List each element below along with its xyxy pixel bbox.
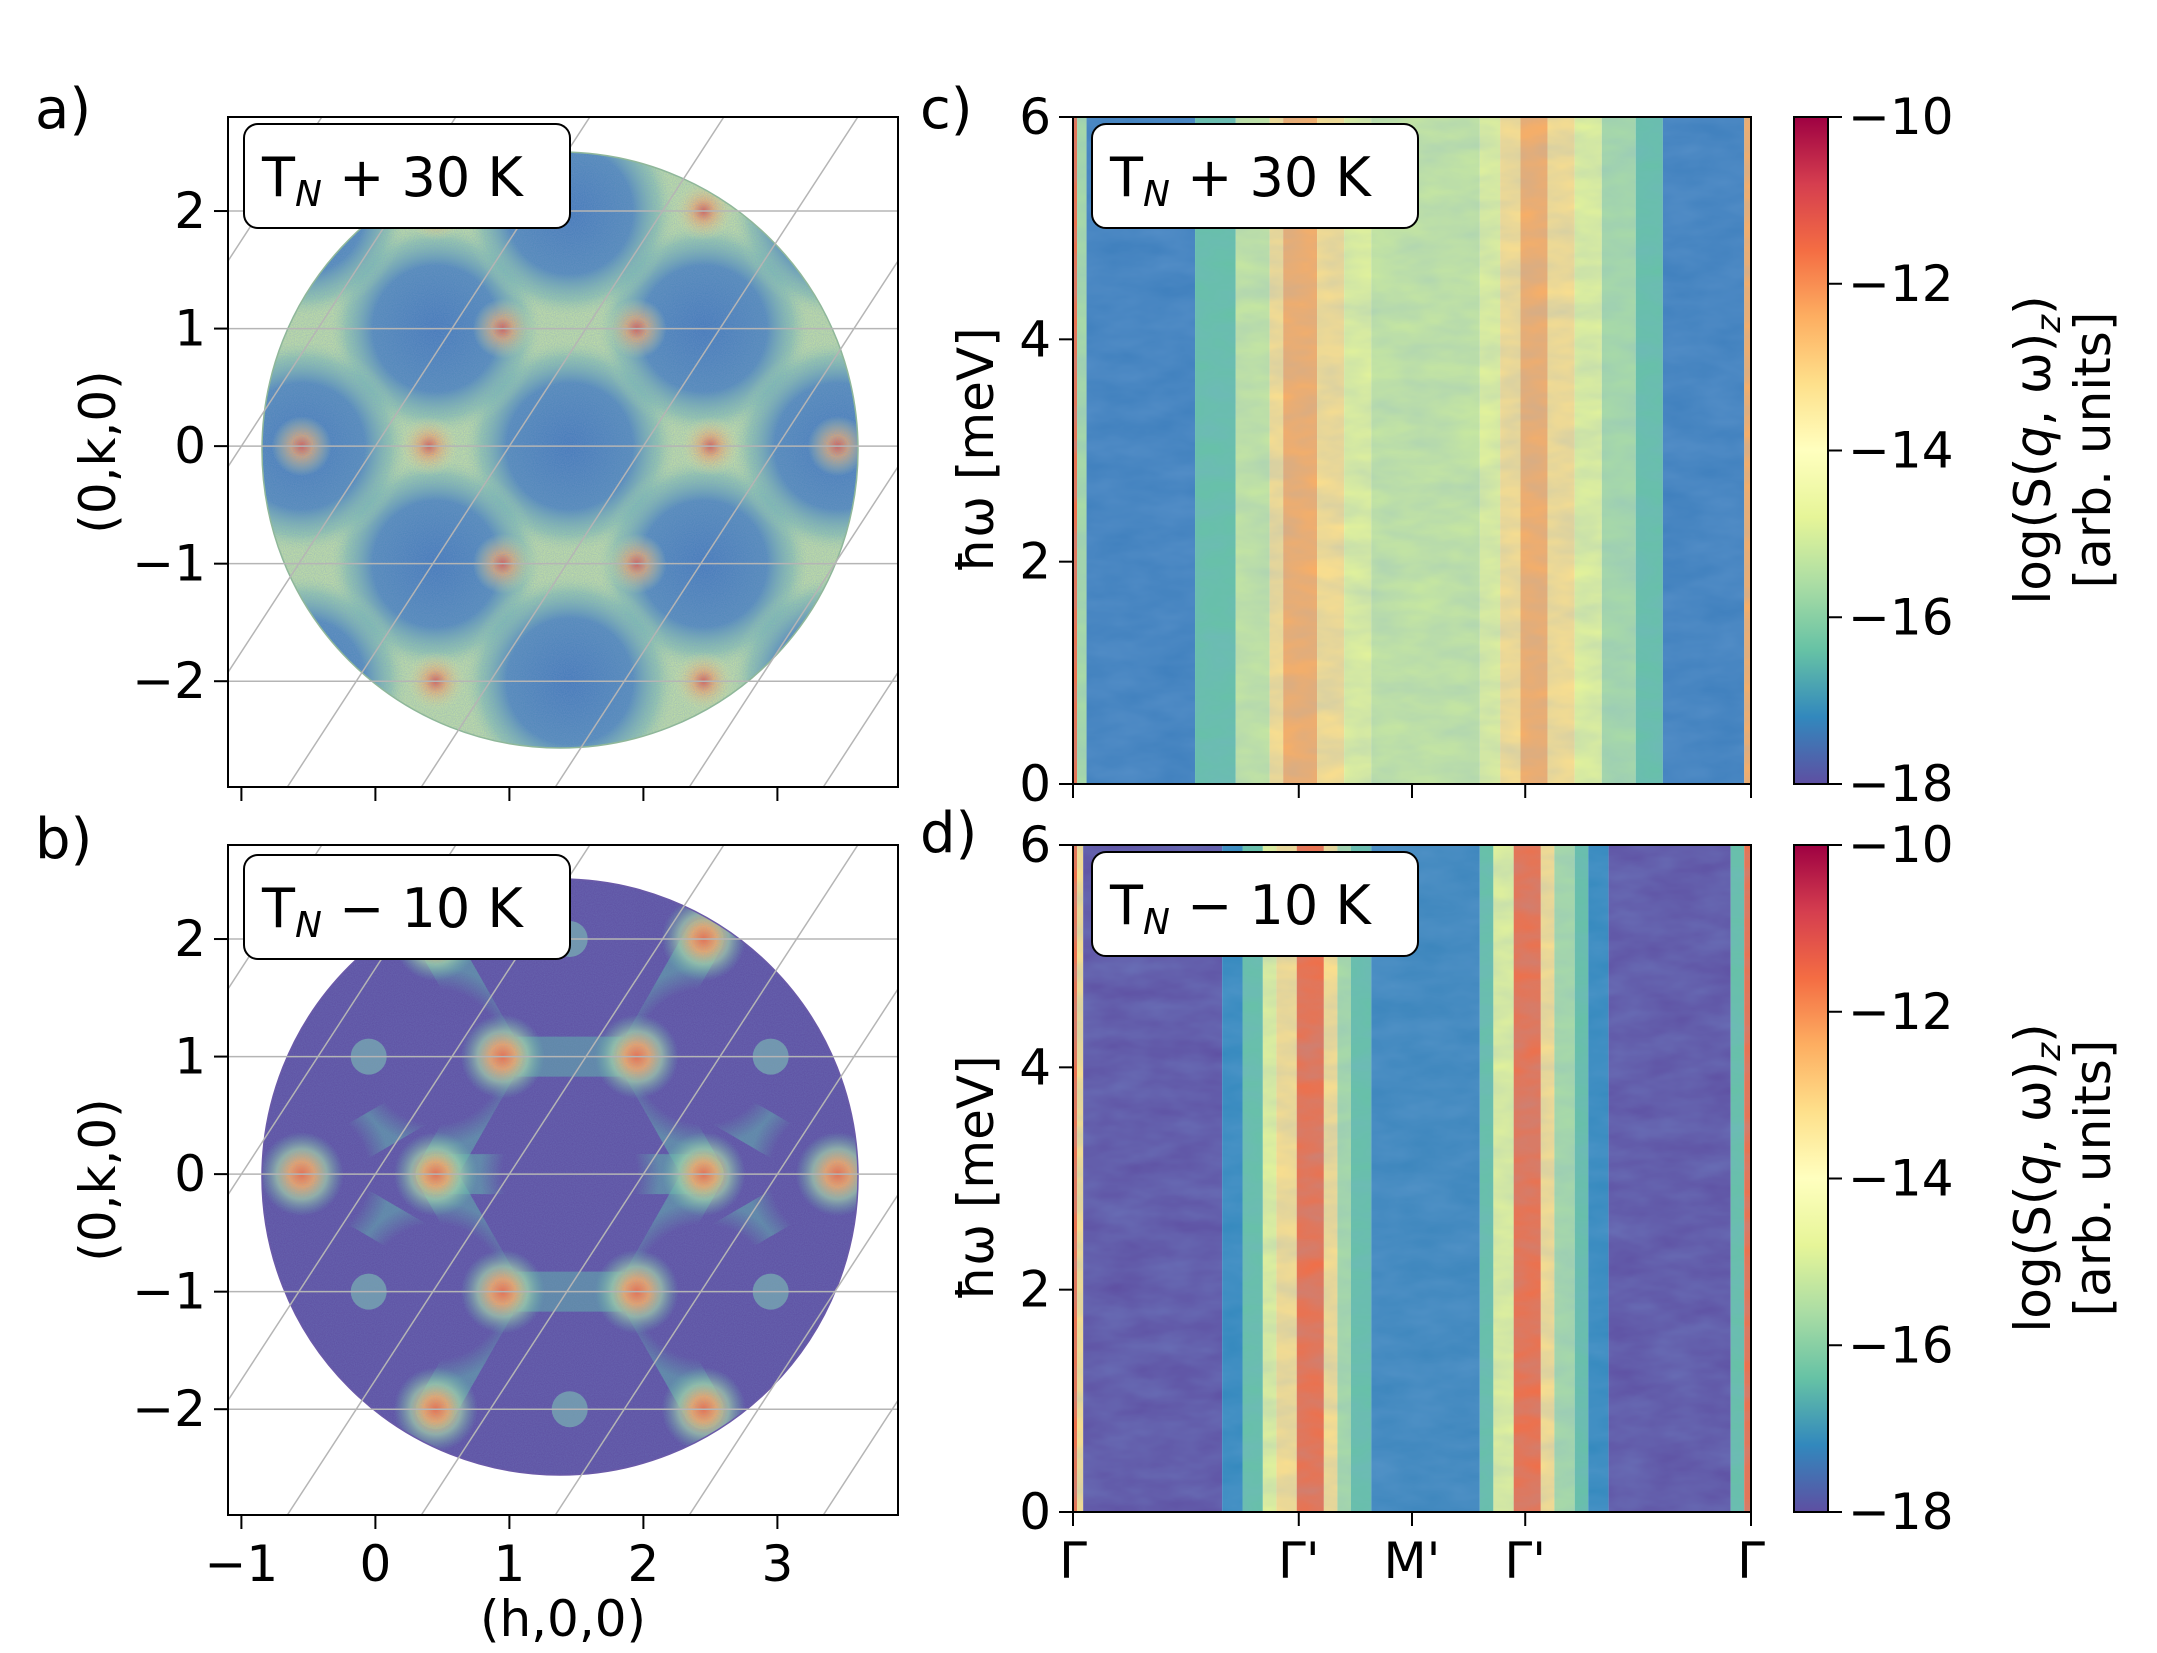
panel-b: b) −2 −1 0 1 2 −1 0 1 2 3 (0,k,0) (h,0,0) TN − 1… xyxy=(35,807,899,1648)
panel-d-y-axis-title: ħω [meV] xyxy=(947,1055,1005,1300)
colorbar-bottom-gradient xyxy=(1793,844,1829,1513)
panel-a-annotation-box xyxy=(243,123,571,229)
panel-c-y-ticks: 0 2 4 6 xyxy=(1019,88,1073,813)
grid-oblique-9 xyxy=(554,259,898,787)
x-tick-label-1: 0 xyxy=(359,1535,391,1593)
y-tick-label-1: −1 xyxy=(132,1263,206,1321)
y-tick-label-1: 2 xyxy=(1019,1261,1051,1319)
colorbar-tick-label-4: −18 xyxy=(1848,1483,1954,1541)
colorbar-tick-label-3: −16 xyxy=(1848,1316,1954,1374)
grid-oblique-8 xyxy=(420,845,859,1515)
x-tick-label-4: Γ xyxy=(1737,1532,1765,1590)
y-tick-label-2: 4 xyxy=(1019,310,1051,368)
y-tick-label-2: 0 xyxy=(174,417,206,475)
y-tick-label-4: 2 xyxy=(174,910,206,968)
y-tick-label-4: 2 xyxy=(174,182,206,240)
colorbar-top-gradient xyxy=(1793,116,1829,785)
panel-d-annotation: TN − 10 K xyxy=(1091,851,1419,957)
colorbar-top-title-line2: [arb. units] xyxy=(2064,312,2122,589)
y-tick-label-3: 1 xyxy=(174,1028,206,1086)
x-tick-label-3: 2 xyxy=(627,1535,659,1593)
y-tick-label-2: 0 xyxy=(174,1145,206,1203)
x-tick-label-2: M' xyxy=(1384,1532,1441,1590)
x-tick-label-2: 1 xyxy=(493,1535,525,1593)
panel-d-annotation-text: TN − 10 K xyxy=(1109,874,1372,943)
colorbar-tick-label-2: −14 xyxy=(1848,1150,1954,1208)
panel-c: c) 0 2 4 6 ħω [meV] TN + 30 K xyxy=(920,77,1752,813)
x-tick-label-0: −1 xyxy=(205,1535,279,1593)
panel-c-label: c) xyxy=(920,77,973,142)
y-tick-label-0: −2 xyxy=(132,1380,206,1438)
grid-oblique-10 xyxy=(688,465,898,787)
colorbar-top-ticks: −10 −12 −14 −16 −18 xyxy=(1828,88,1954,813)
panel-b-y-ticks: −2 −1 0 1 2 xyxy=(132,910,228,1438)
panel-d-x-ticks: Γ Γ' M' Γ' Γ xyxy=(1059,1512,1765,1590)
panel-b-x-axis-title: (h,0,0) xyxy=(480,1590,646,1648)
grid-oblique-7 xyxy=(286,117,725,787)
y-tick-label-1: 2 xyxy=(1019,533,1051,591)
colorbar-bottom-title: log(S(q, ω)z) [arb. units] xyxy=(2004,1023,2122,1332)
colorbar-top-title: log(S(q, ω)z) [arb. units] xyxy=(2004,295,2122,604)
colorbar-tick-label-1: −12 xyxy=(1848,983,1954,1041)
y-tick-label-2: 4 xyxy=(1019,1038,1051,1096)
panel-d-y-ticks: 0 2 4 6 xyxy=(1019,816,1073,1541)
panel-a-y-axis-title: (0,k,0) xyxy=(69,370,127,533)
y-tick-label-0: −2 xyxy=(132,652,206,710)
grid-oblique-11 xyxy=(822,1399,898,1515)
colorbar-tick-label-4: −18 xyxy=(1848,755,1954,813)
colorbar-top-title-line1: log(S(q, ω)z) xyxy=(2004,295,2069,604)
grid-oblique-9 xyxy=(554,987,898,1515)
panel-a-annotation: TN + 30 K xyxy=(243,123,571,229)
y-tick-label-0: 0 xyxy=(1019,755,1051,813)
panel-c-annotation-text: TN + 30 K xyxy=(1109,146,1372,215)
y-tick-label-3: 6 xyxy=(1019,88,1051,146)
colorbar-tick-label-0: −10 xyxy=(1848,816,1954,874)
panel-c-annotation-box xyxy=(1091,123,1419,229)
y-tick-label-0: 0 xyxy=(1019,1483,1051,1541)
panel-b-label: b) xyxy=(35,807,92,872)
panel-d: d) 0 2 4 6 Γ Γ' M' Γ' Γ ħω [meV] TN − 10 K xyxy=(920,801,1765,1590)
colorbar-tick-label-2: −14 xyxy=(1848,422,1954,480)
grid-oblique-8 xyxy=(420,117,859,787)
colorbar-tick-label-3: −16 xyxy=(1848,588,1954,646)
panel-a-y-ticks: −2 −1 0 1 2 xyxy=(132,182,228,710)
grid-oblique-10 xyxy=(688,1193,898,1515)
y-tick-label-3: 6 xyxy=(1019,816,1051,874)
grid-oblique-11 xyxy=(822,671,898,787)
colorbar-bottom: −10 −12 −14 −16 −18 log(S(q, ω)z) [arb. unit… xyxy=(1793,816,2122,1541)
panel-a-noise-texture xyxy=(262,152,858,748)
panel-b-annotation-text: TN − 10 K xyxy=(261,877,524,946)
y-tick-label-3: 1 xyxy=(174,300,206,358)
colorbar-bottom-title-line1: log(S(q, ω)z) xyxy=(2004,1023,2069,1332)
panel-a-annotation-text: TN + 30 K xyxy=(261,146,524,215)
panel-d-annotation-box xyxy=(1091,851,1419,957)
y-tick-label-1: −1 xyxy=(132,535,206,593)
grid-oblique-7 xyxy=(286,845,725,1515)
x-tick-label-4: 3 xyxy=(761,1535,793,1593)
colorbar-top: −10 −12 −14 −16 −18 log(S(q, ω)z) [arb. unit… xyxy=(1793,88,2122,813)
panel-b-y-axis-title: (0,k,0) xyxy=(69,1098,127,1261)
panel-a: a) −2 −1 0 1 2 (0,k,0) TN + 30 K xyxy=(35,77,899,801)
colorbar-tick-label-1: −12 xyxy=(1848,255,1954,313)
panel-d-label: d) xyxy=(920,801,977,866)
panel-a-label: a) xyxy=(35,77,91,142)
x-tick-label-0: Γ xyxy=(1059,1532,1087,1590)
panel-b-x-ticks: −1 0 1 2 3 xyxy=(205,1515,793,1593)
panel-b-noise-texture xyxy=(262,879,858,1475)
panel-c-y-axis-title: ħω [meV] xyxy=(947,327,1005,572)
panel-c-x-ticks xyxy=(1072,784,1752,798)
panel-a-x-ticks xyxy=(240,787,779,801)
x-tick-label-3: Γ' xyxy=(1504,1532,1546,1590)
colorbar-tick-label-0: −10 xyxy=(1848,88,1954,146)
panel-b-axes-frame xyxy=(227,844,899,1516)
x-tick-label-1: Γ' xyxy=(1278,1532,1320,1590)
panel-b-annotation-box xyxy=(243,854,571,960)
panel-c-annotation: TN + 30 K xyxy=(1091,123,1419,229)
colorbar-bottom-ticks: −10 −12 −14 −16 −18 xyxy=(1828,816,1954,1541)
panel-b-annotation: TN − 10 K xyxy=(243,854,571,960)
panel-a-axes-frame xyxy=(227,116,899,788)
colorbar-bottom-title-line2: [arb. units] xyxy=(2064,1040,2122,1317)
